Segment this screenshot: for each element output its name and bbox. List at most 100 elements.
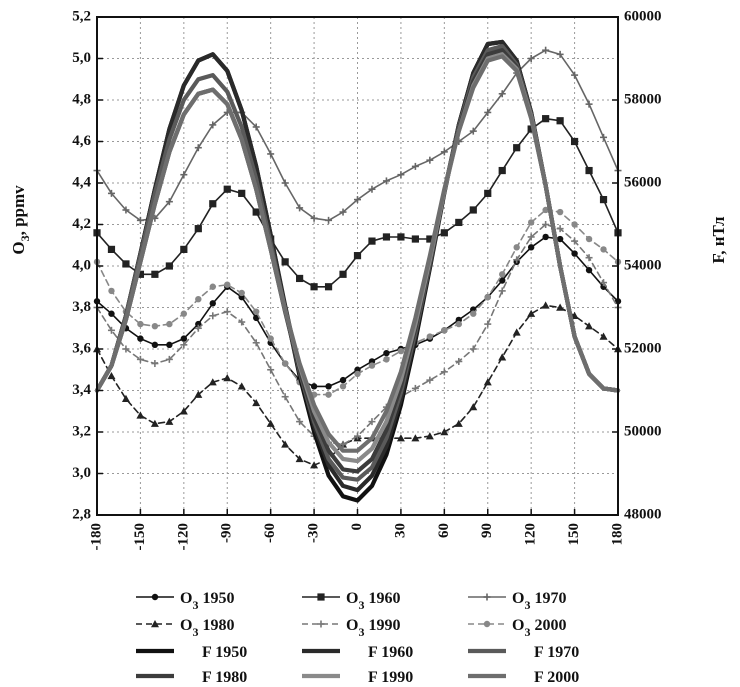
data-point-marker <box>455 320 463 328</box>
y-right-tick-label: 48000 <box>624 506 662 522</box>
data-point-marker <box>570 137 579 146</box>
data-point-marker <box>383 349 390 357</box>
x-tick-label: 150 <box>566 523 582 546</box>
data-point-marker <box>324 283 333 291</box>
data-point-marker <box>267 366 275 374</box>
data-point-marker <box>484 108 492 116</box>
data-point-marker <box>425 432 434 440</box>
data-point-marker <box>223 185 231 193</box>
data-point-marker <box>470 310 477 317</box>
data-point-marker <box>542 46 550 54</box>
data-point-marker <box>317 620 325 628</box>
tick-marks <box>96 16 619 516</box>
data-point-marker <box>498 353 507 361</box>
data-point-marker <box>252 308 260 315</box>
data-point-marker <box>527 219 535 226</box>
data-point-marker <box>556 225 564 233</box>
legend-label: F 1980 <box>202 669 247 686</box>
data-point-marker <box>585 100 593 108</box>
y-right-tick-label: 60000 <box>624 8 662 24</box>
data-point-marker <box>600 279 608 287</box>
data-point-marker <box>498 90 506 98</box>
data-point-marker <box>599 332 608 340</box>
legend-item: O3 1950 <box>136 590 234 612</box>
data-point-marker <box>281 440 290 448</box>
legend-item: F 1950 <box>136 644 247 661</box>
data-point-marker <box>368 362 376 369</box>
data-point-marker <box>180 245 188 253</box>
data-point-marker <box>107 189 115 197</box>
series-11 <box>94 54 621 453</box>
y-right-axis-title: F, нТл <box>709 216 728 264</box>
y-left-axis-title: O3, ppmv <box>9 185 32 255</box>
x-tick-label: 90 <box>479 523 495 538</box>
legend-item: O3 1970 <box>468 590 566 612</box>
data-point-marker <box>396 434 405 442</box>
data-point-marker <box>498 287 506 295</box>
data-point-marker <box>209 200 217 208</box>
data-point-marker <box>209 283 216 290</box>
data-point-marker <box>165 198 173 206</box>
data-point-marker <box>599 196 608 204</box>
y-right-tick-label: 54000 <box>624 257 662 273</box>
data-point-marker <box>296 274 304 283</box>
data-point-marker <box>267 150 275 158</box>
data-point-marker <box>556 235 564 243</box>
data-point-marker <box>310 383 318 390</box>
data-point-marker <box>498 166 506 175</box>
y-left-tick-label: 3,0 <box>72 465 91 481</box>
x-tick-label: -60 <box>262 523 278 543</box>
y-left-tick-label: 3,8 <box>72 299 91 315</box>
y-right-tick-label: 56000 <box>624 174 662 190</box>
data-point-marker <box>556 208 564 216</box>
data-point-marker <box>281 179 289 187</box>
data-point-marker <box>151 620 159 628</box>
data-point-marker <box>483 593 491 601</box>
data-point-marker <box>542 115 550 123</box>
data-point-marker <box>469 127 477 135</box>
x-tick-label: -30 <box>306 523 322 543</box>
x-tick-label: -150 <box>132 523 148 551</box>
data-point-marker <box>527 233 535 241</box>
data-point-marker <box>411 235 419 243</box>
legend-item: F 1960 <box>302 644 413 661</box>
data-point-marker <box>426 333 434 340</box>
data-point-marker <box>151 341 159 349</box>
data-point-marker <box>339 376 347 384</box>
data-point-marker <box>136 216 144 224</box>
data-point-marker <box>238 189 246 197</box>
data-point-marker <box>483 378 492 386</box>
data-point-marker <box>325 383 332 390</box>
data-point-marker <box>310 283 318 291</box>
data-point-marker <box>166 320 173 328</box>
legend-item: F 1980 <box>136 669 247 686</box>
y-left-tick-label: 4,2 <box>72 216 91 232</box>
x-tick-label: 0 <box>349 523 365 531</box>
data-point-marker <box>150 419 159 427</box>
series-4 <box>93 221 622 448</box>
data-point-marker <box>180 310 188 317</box>
data-point-marker <box>137 335 144 342</box>
data-point-marker <box>585 266 593 274</box>
data-point-marker <box>571 71 579 79</box>
data-point-marker <box>136 355 144 363</box>
data-point-marker <box>499 277 506 284</box>
legend-item: F 1970 <box>468 644 579 661</box>
x-tick-label: 120 <box>523 523 539 546</box>
y-right-tick-labels: 48000 50000 52000 54000 56000 58000 60000 <box>624 8 662 522</box>
data-point-marker <box>165 417 174 425</box>
data-point-marker <box>527 125 535 133</box>
legend: O3 1950 O3 1960 O3 1970 O3 1980 O3 1990 O3 20… <box>136 590 579 686</box>
y-left-tick-label: 5,2 <box>72 8 91 24</box>
data-point-marker <box>179 407 188 415</box>
data-point-marker <box>556 50 564 58</box>
data-point-marker <box>166 341 173 349</box>
data-point-marker <box>426 376 434 384</box>
legend-item: F 2000 <box>468 669 579 686</box>
data-point-marker <box>527 55 535 62</box>
data-point-marker <box>151 593 159 601</box>
data-point-marker <box>542 221 550 228</box>
data-point-marker <box>368 237 376 245</box>
data-point-marker <box>383 356 390 363</box>
data-point-marker <box>571 237 579 245</box>
